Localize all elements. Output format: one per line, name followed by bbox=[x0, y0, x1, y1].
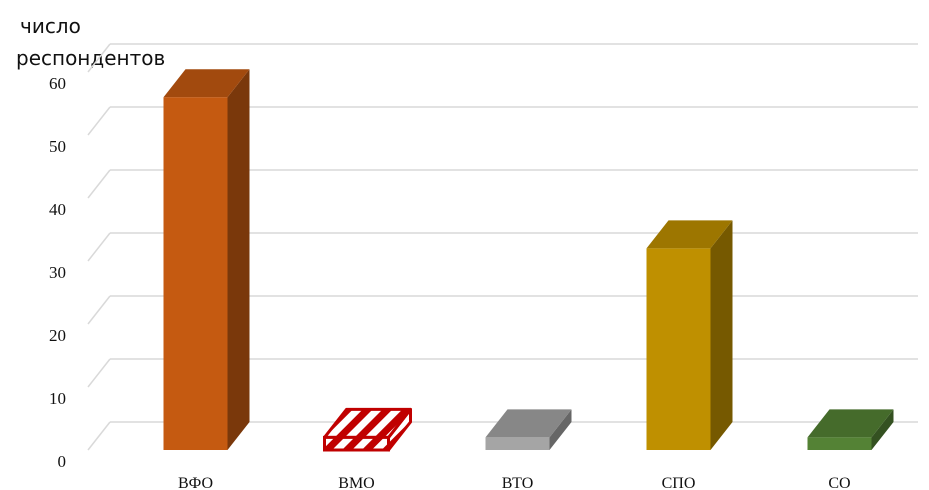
bar-front bbox=[163, 97, 228, 450]
y-tick-label: 50 bbox=[49, 137, 66, 156]
x-category-label: СО bbox=[828, 475, 850, 490]
gridline-side bbox=[87, 169, 111, 199]
y-axis-title: число респондентов bbox=[16, 10, 165, 74]
bar-side bbox=[871, 409, 894, 450]
bar-top bbox=[485, 409, 572, 438]
gridline-side bbox=[87, 232, 111, 262]
x-category-label: СПО bbox=[662, 475, 696, 490]
bar-top bbox=[807, 409, 894, 438]
bar-СО bbox=[807, 409, 894, 450]
y-axis-ticks: 0 10 20 30 40 50 60 bbox=[49, 74, 66, 471]
bar-side bbox=[227, 69, 250, 450]
y-tick-label: 60 bbox=[49, 74, 66, 93]
gridline-side bbox=[87, 295, 111, 325]
x-axis-categories: ВФО ВМО ВТО СПО СО bbox=[178, 475, 851, 490]
x-category-label: ВФО bbox=[178, 475, 213, 490]
bar-СПО bbox=[646, 220, 733, 450]
y-tick-label: 30 bbox=[49, 263, 66, 282]
bar-front bbox=[646, 248, 711, 450]
bar-side bbox=[549, 409, 572, 450]
bar-front bbox=[807, 437, 872, 450]
bar-front bbox=[323, 435, 390, 452]
x-category-label: ВМО bbox=[338, 475, 374, 490]
bar-ВТО bbox=[485, 409, 572, 450]
bar-ВФО bbox=[163, 69, 250, 450]
gridline-side bbox=[87, 43, 111, 73]
bar-ВМО bbox=[323, 407, 412, 452]
bar-front bbox=[485, 437, 550, 450]
y-tick-label: 0 bbox=[58, 452, 67, 471]
bar-top bbox=[646, 220, 733, 249]
bars bbox=[163, 69, 894, 452]
gridline-side bbox=[87, 106, 111, 136]
bar-top bbox=[163, 69, 250, 98]
gridline-side bbox=[87, 421, 111, 451]
y-axis-title-line-1: число bbox=[20, 14, 81, 38]
gridline-side bbox=[87, 358, 111, 388]
x-category-label: ВТО bbox=[502, 475, 534, 490]
y-tick-label: 10 bbox=[49, 389, 66, 408]
bar-side bbox=[710, 220, 733, 450]
y-tick-label: 20 bbox=[49, 326, 66, 345]
y-tick-label: 40 bbox=[49, 200, 66, 219]
y-axis-title-line-2: респондентов bbox=[16, 46, 166, 70]
